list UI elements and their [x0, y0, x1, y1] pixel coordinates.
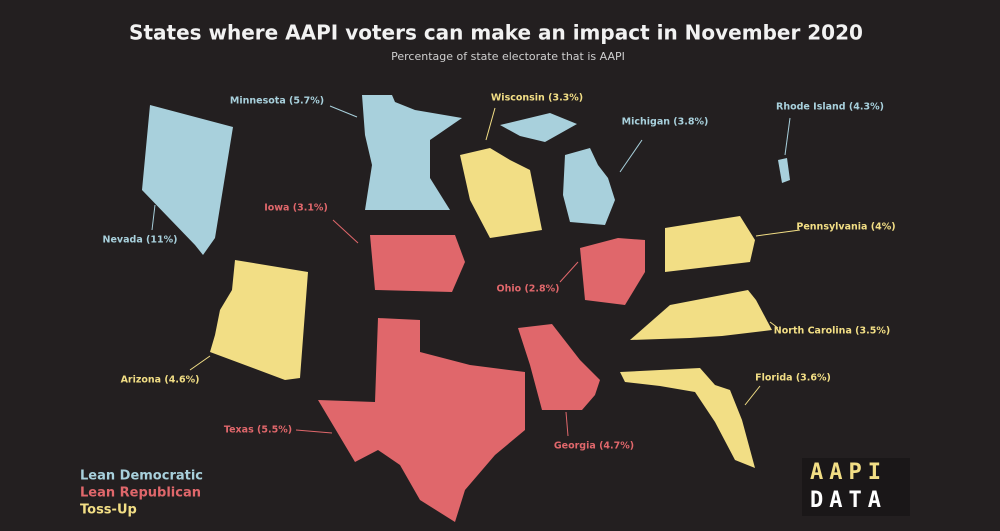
- state-shape: [370, 235, 465, 292]
- state-label: North Carolina (3.5%): [774, 326, 890, 337]
- leader-line: [755, 229, 801, 237]
- leader-line: [295, 429, 333, 434]
- state-shape: [563, 148, 615, 225]
- leader-line: [744, 385, 761, 406]
- leader-line: [329, 105, 358, 118]
- leader-line: [332, 219, 359, 244]
- state-shape: [630, 290, 772, 340]
- state-label: Florida (3.6%): [755, 373, 831, 384]
- state-shape: [778, 158, 790, 183]
- state-label: Rhode Island (4.3%): [776, 102, 884, 113]
- state-label: Pennsylvania (4%): [796, 222, 895, 233]
- logo: AAPI DATA: [802, 458, 910, 516]
- state-label: Ohio (2.8%): [497, 284, 560, 295]
- subtitle: Percentage of state electorate that is A…: [391, 50, 625, 63]
- state-shape: [318, 318, 525, 522]
- state-label: Georgia (4.7%): [554, 441, 634, 452]
- state-label: Minnesota (5.7%): [230, 96, 324, 107]
- state-label: Arizona (4.6%): [121, 375, 200, 386]
- legend-entry: Lean Democratic: [80, 469, 203, 484]
- state-shape: [210, 260, 308, 380]
- leader-line: [151, 204, 156, 231]
- leader-line: [189, 355, 211, 371]
- state-shape: [580, 238, 645, 305]
- leader-lines: [151, 105, 801, 437]
- leader-line: [485, 107, 496, 141]
- logo-line: DATA: [810, 488, 887, 513]
- logo-line: AAPI: [810, 460, 887, 485]
- state-shape: [460, 148, 542, 238]
- leader-line: [769, 321, 779, 329]
- state-label: Iowa (3.1%): [264, 203, 328, 214]
- leader-line: [559, 261, 579, 283]
- state-label: Texas (5.5%): [224, 425, 292, 436]
- state-shape: [665, 216, 755, 272]
- state-label: Michigan (3.8%): [622, 117, 709, 128]
- legend-entry: Toss-Up: [80, 503, 137, 518]
- legend-entry: Lean Republican: [80, 486, 201, 501]
- state-label: Wisconsin (3.3%): [491, 93, 583, 104]
- state-shape: [518, 324, 600, 410]
- leader-line: [565, 411, 569, 437]
- logo-box: [802, 458, 910, 516]
- state-label: Nevada (11%): [103, 235, 178, 246]
- state-shape: [620, 368, 755, 468]
- state-shape: [142, 105, 233, 255]
- leader-line: [619, 139, 643, 173]
- state-shape: [362, 95, 462, 210]
- title: States where AAPI voters can make an imp…: [129, 21, 863, 45]
- leader-line: [784, 117, 791, 156]
- state-shape: [500, 113, 577, 142]
